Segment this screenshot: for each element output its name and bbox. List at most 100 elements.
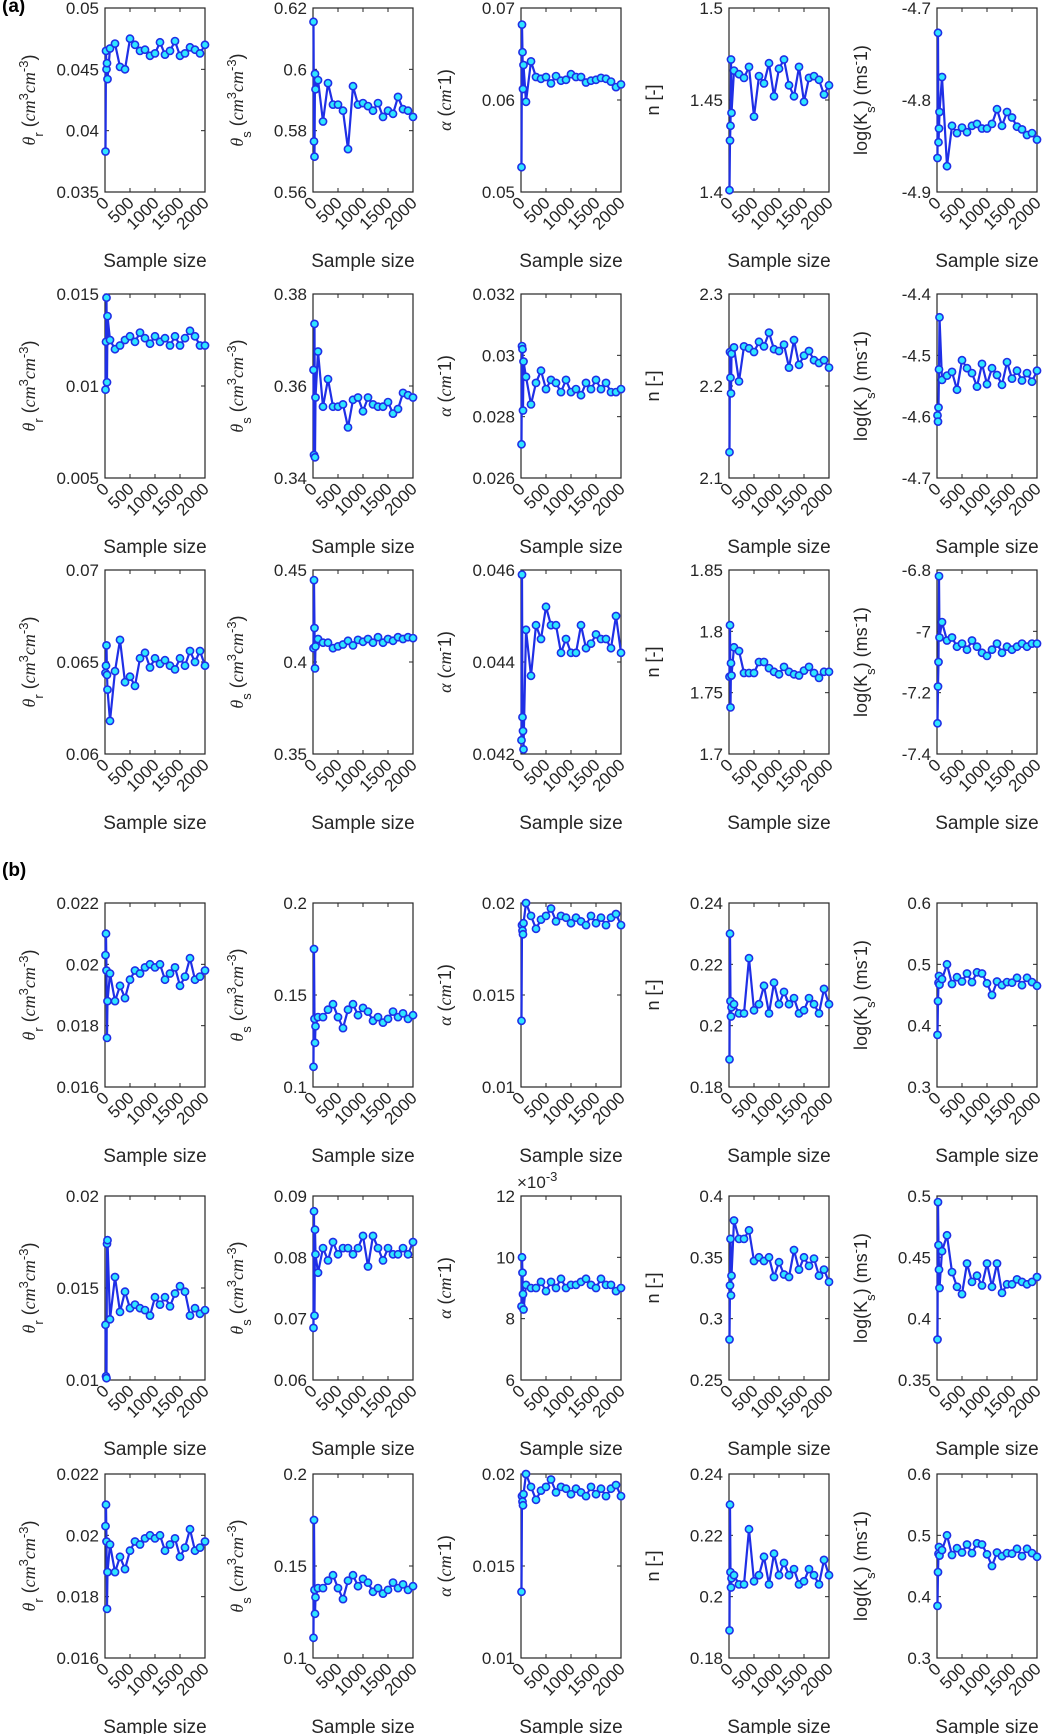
data-point <box>987 645 997 655</box>
axes-box <box>520 7 622 193</box>
data-point <box>977 359 987 369</box>
y-tick-label: 0.4 <box>907 1310 931 1329</box>
data-point <box>799 1252 809 1262</box>
data-point <box>541 911 551 921</box>
data-point <box>102 1373 111 1383</box>
y-axis-label: α (cm-1) <box>432 631 456 693</box>
data-point <box>809 668 819 678</box>
data-point <box>576 390 586 400</box>
y-tick-label: 1.5 <box>699 0 723 18</box>
subplot-a-0-0: 0.0350.040.0450.050500100015002000Sample… <box>16 0 213 272</box>
data-point <box>947 367 957 377</box>
data-point <box>200 661 210 671</box>
data-point <box>962 363 972 373</box>
data-point <box>517 439 526 449</box>
data-point <box>378 1256 388 1265</box>
y-tick-label: 0.6 <box>283 60 307 79</box>
data-point <box>576 620 586 630</box>
axes-box <box>104 1473 206 1659</box>
y-axis-label: θr (cm3cm-3) <box>16 1521 46 1612</box>
axes-box <box>936 1195 1038 1381</box>
data-point <box>343 1243 353 1253</box>
data-point <box>323 638 333 648</box>
y-axis-label: α (cm-1) <box>432 355 456 417</box>
data-point <box>383 1014 393 1024</box>
data-point <box>195 1543 205 1552</box>
data-point <box>725 620 735 630</box>
x-axis-label: Sample size <box>727 813 831 834</box>
data-point <box>150 331 160 341</box>
y-axis-label: log(Ks) (ms-1) <box>848 1511 878 1621</box>
data-point <box>338 1023 348 1033</box>
x-axis-label: Sample size <box>727 1717 831 1734</box>
data-point <box>140 648 150 658</box>
data-point <box>727 108 736 118</box>
data-point <box>1032 639 1042 648</box>
data-point <box>952 128 962 138</box>
x-axis-label: Sample size <box>519 1146 623 1167</box>
data-point <box>997 1288 1007 1298</box>
x-axis-label: Sample size <box>519 537 623 558</box>
data-point <box>105 1314 115 1324</box>
y-tick-label: 0.4 <box>283 653 307 672</box>
data-point <box>180 1543 190 1552</box>
data-point <box>819 1555 829 1565</box>
data-point <box>309 17 318 27</box>
data-point <box>809 1570 819 1580</box>
data-point <box>155 1300 165 1309</box>
data-point <box>388 1007 398 1016</box>
y-tick-label: 0.018 <box>56 1017 99 1036</box>
data-point <box>764 1252 774 1262</box>
data-point <box>774 1257 784 1267</box>
y-tick-label: -4.7 <box>902 469 931 488</box>
data-point <box>546 904 556 913</box>
data-point <box>408 1581 418 1591</box>
data-point <box>754 71 764 81</box>
data-point <box>541 72 551 82</box>
y-axis-label: n [-] <box>643 370 663 401</box>
data-point <box>997 648 1007 658</box>
data-point <box>789 91 799 101</box>
data-point <box>814 1271 824 1281</box>
data-point <box>591 1489 601 1499</box>
data-point <box>333 100 343 109</box>
data-point <box>819 90 829 99</box>
data-point <box>982 978 992 988</box>
data-point <box>749 112 759 121</box>
data-point <box>566 1489 576 1499</box>
data-point <box>393 1249 403 1259</box>
data-point <box>546 79 556 88</box>
y-tick-label: 0.2 <box>283 894 307 913</box>
y-tick-label: 0.07 <box>482 0 515 18</box>
data-point <box>103 685 112 694</box>
data-point <box>200 341 210 350</box>
data-point <box>328 999 338 1009</box>
data-point <box>789 993 799 1003</box>
data-point <box>175 1281 185 1291</box>
y-tick-label: 8 <box>506 1310 515 1329</box>
y-tick-label: 0.56 <box>274 183 307 202</box>
data-point <box>373 1583 383 1593</box>
y-axis-label: n [-] <box>643 1550 663 1581</box>
data-point <box>519 745 528 754</box>
data-point <box>309 1062 318 1072</box>
data-point <box>784 363 794 372</box>
data-point <box>517 20 527 29</box>
data-point <box>997 380 1007 390</box>
data-point <box>957 639 967 648</box>
data-point <box>310 1225 320 1235</box>
data-point <box>101 950 110 960</box>
y-tick-label: 0.05 <box>482 183 515 202</box>
series-line <box>520 573 623 751</box>
data-point <box>145 1311 155 1320</box>
data-point <box>517 1252 527 1262</box>
data-point <box>616 1283 626 1293</box>
y-tick-label: -7 <box>916 622 931 641</box>
data-point <box>972 642 982 652</box>
y-tick-label: 0.046 <box>472 561 515 580</box>
x-axis-label: Sample size <box>935 537 1039 558</box>
y-tick-label: 0.3 <box>907 1649 931 1668</box>
